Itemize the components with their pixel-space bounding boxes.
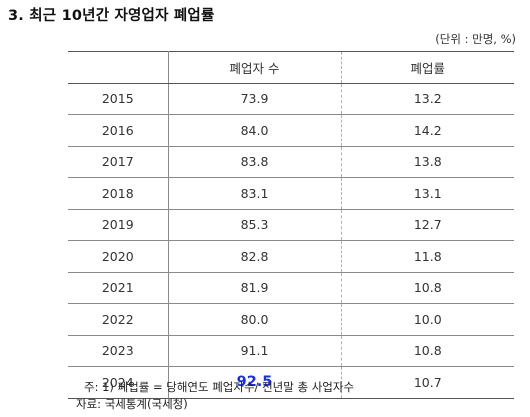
footnote: 주: 1) 폐업률 = 당해연도 폐업자수/ 전년말 총 사업자수 [84, 380, 355, 394]
rate-cell: 10.7 [340, 366, 514, 398]
table-row: 2020 82.8 11.8 [68, 240, 514, 272]
table-row: 2018 83.1 13.1 [68, 177, 514, 209]
year-cell: 2016 [101, 122, 134, 138]
header-year [68, 51, 168, 84]
count-cell: 91.1 [167, 335, 341, 367]
count-cell: 83.1 [167, 177, 341, 209]
year-cell: 2018 [101, 185, 134, 201]
table-row: 2019 85.3 12.7 [68, 209, 514, 241]
year-cell: 2015 [101, 91, 134, 107]
rate-cell: 13.2 [340, 83, 514, 115]
year-cell: 2017 [101, 154, 134, 170]
document-title: 3. 최근 10년간 자영업자 폐업률 [8, 8, 215, 24]
table-row: 2015 73.9 13.2 [68, 83, 514, 115]
header-closure-count: 폐업자 수 [167, 51, 341, 84]
year-cell: 2020 [101, 248, 134, 264]
year-cell: 2023 [101, 343, 134, 359]
rate-cell: 13.8 [340, 146, 514, 178]
table-row: 2017 83.8 13.8 [68, 146, 514, 178]
count-cell: 84.0 [167, 114, 341, 146]
count-cell-highlighted: 92.5 [167, 366, 341, 398]
table-row: 2024 92.5 10.7 [68, 366, 514, 398]
count-cell: 73.9 [167, 83, 341, 115]
rate-cell: 10.0 [340, 303, 514, 335]
year-cell: 2019 [101, 217, 134, 233]
table-header-row: 폐업자 수 폐업률 [68, 51, 514, 84]
rate-cell: 11.8 [340, 240, 514, 272]
closure-rate-table: 폐업자 수 폐업률 2015 73.9 13.2 2016 84.0 14.2 … [68, 51, 514, 399]
table-row: 2021 81.9 10.8 [68, 272, 514, 304]
rate-cell: 12.7 [340, 209, 514, 241]
year-cell: 2022 [101, 311, 134, 327]
header-closure-rate: 폐업률 [340, 51, 514, 84]
rate-cell: 10.8 [340, 335, 514, 367]
table-row: 2023 91.1 10.8 [68, 335, 514, 367]
source-note: 자료: 국세통계(국세청) [76, 397, 188, 411]
table-row: 2022 80.0 10.0 [68, 303, 514, 335]
count-cell: 82.8 [167, 240, 341, 272]
count-cell: 83.8 [167, 146, 341, 178]
table-row: 2016 84.0 14.2 [68, 114, 514, 146]
rate-cell: 14.2 [340, 114, 514, 146]
rate-cell: 13.1 [340, 177, 514, 209]
count-cell: 85.3 [167, 209, 341, 241]
rate-cell: 10.8 [340, 272, 514, 304]
year-cell: 2024 [101, 374, 134, 390]
count-cell: 80.0 [167, 303, 341, 335]
year-cell: 2021 [101, 280, 134, 296]
unit-label: (단위 : 만명, %) [435, 32, 516, 46]
count-cell: 81.9 [167, 272, 341, 304]
